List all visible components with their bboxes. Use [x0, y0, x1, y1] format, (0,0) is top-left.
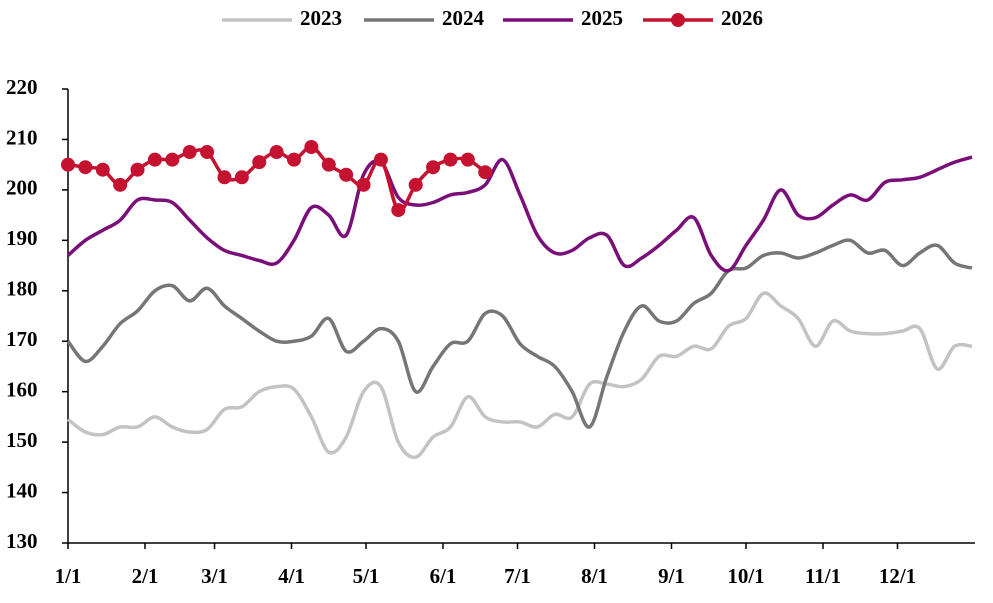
y-tick-label: 170	[6, 327, 38, 351]
x-tick-label: 6/1	[430, 564, 457, 588]
x-tick-label: 11/1	[805, 564, 841, 588]
series-marker	[426, 160, 441, 175]
series-marker	[408, 177, 423, 192]
x-tick-label: 9/1	[658, 564, 685, 588]
y-tick-label: 190	[6, 226, 38, 250]
series-marker	[78, 160, 93, 175]
series-marker	[356, 177, 371, 192]
series-marker	[339, 167, 354, 182]
series-marker	[217, 170, 232, 185]
series-marker	[147, 152, 162, 167]
series-marker	[460, 152, 475, 167]
x-tick-label: 3/1	[201, 564, 228, 588]
x-tick-label: 5/1	[353, 564, 380, 588]
legend-label: 2026	[721, 6, 763, 30]
series-marker	[373, 152, 388, 167]
series-marker	[95, 162, 110, 177]
series-marker	[61, 157, 75, 172]
x-tick-label: 7/1	[504, 564, 531, 588]
series-marker	[478, 165, 493, 180]
series-line	[66, 238, 973, 429]
y-tick-label: 180	[6, 277, 38, 301]
series-line	[66, 155, 973, 273]
x-tick-label: 10/1	[727, 564, 764, 588]
y-tick-label: 200	[6, 176, 38, 200]
x-tick-label: 2/1	[132, 564, 159, 588]
x-tick-label: 12/1	[879, 564, 916, 588]
series-marker	[182, 145, 197, 160]
series-marker	[287, 152, 301, 167]
legend-label: 2025	[581, 6, 623, 30]
series-marker	[269, 145, 284, 160]
y-tick-label: 220	[6, 75, 38, 99]
x-tick-label: 4/1	[278, 564, 305, 588]
series-marker	[443, 152, 458, 167]
legend-label: 2023	[300, 6, 342, 30]
y-tick-label: 210	[6, 125, 38, 149]
series-marker	[234, 170, 249, 185]
x-tick-label: 1/1	[55, 564, 82, 588]
series-marker	[304, 140, 319, 155]
y-tick-label: 130	[6, 529, 38, 553]
legend-marker	[671, 13, 685, 27]
series-marker	[200, 145, 215, 160]
y-tick-label: 150	[6, 428, 38, 452]
series-marker	[321, 157, 336, 172]
series-marker	[252, 155, 267, 170]
series-marker	[130, 162, 145, 177]
series-marker	[165, 152, 180, 167]
legend-label: 2024	[442, 6, 485, 30]
y-tick-label: 160	[6, 377, 38, 401]
series-marker	[113, 177, 128, 192]
series-marker	[391, 203, 406, 218]
series-line	[66, 291, 973, 460]
y-tick-label: 140	[6, 478, 38, 502]
x-tick-label: 8/1	[581, 564, 608, 588]
